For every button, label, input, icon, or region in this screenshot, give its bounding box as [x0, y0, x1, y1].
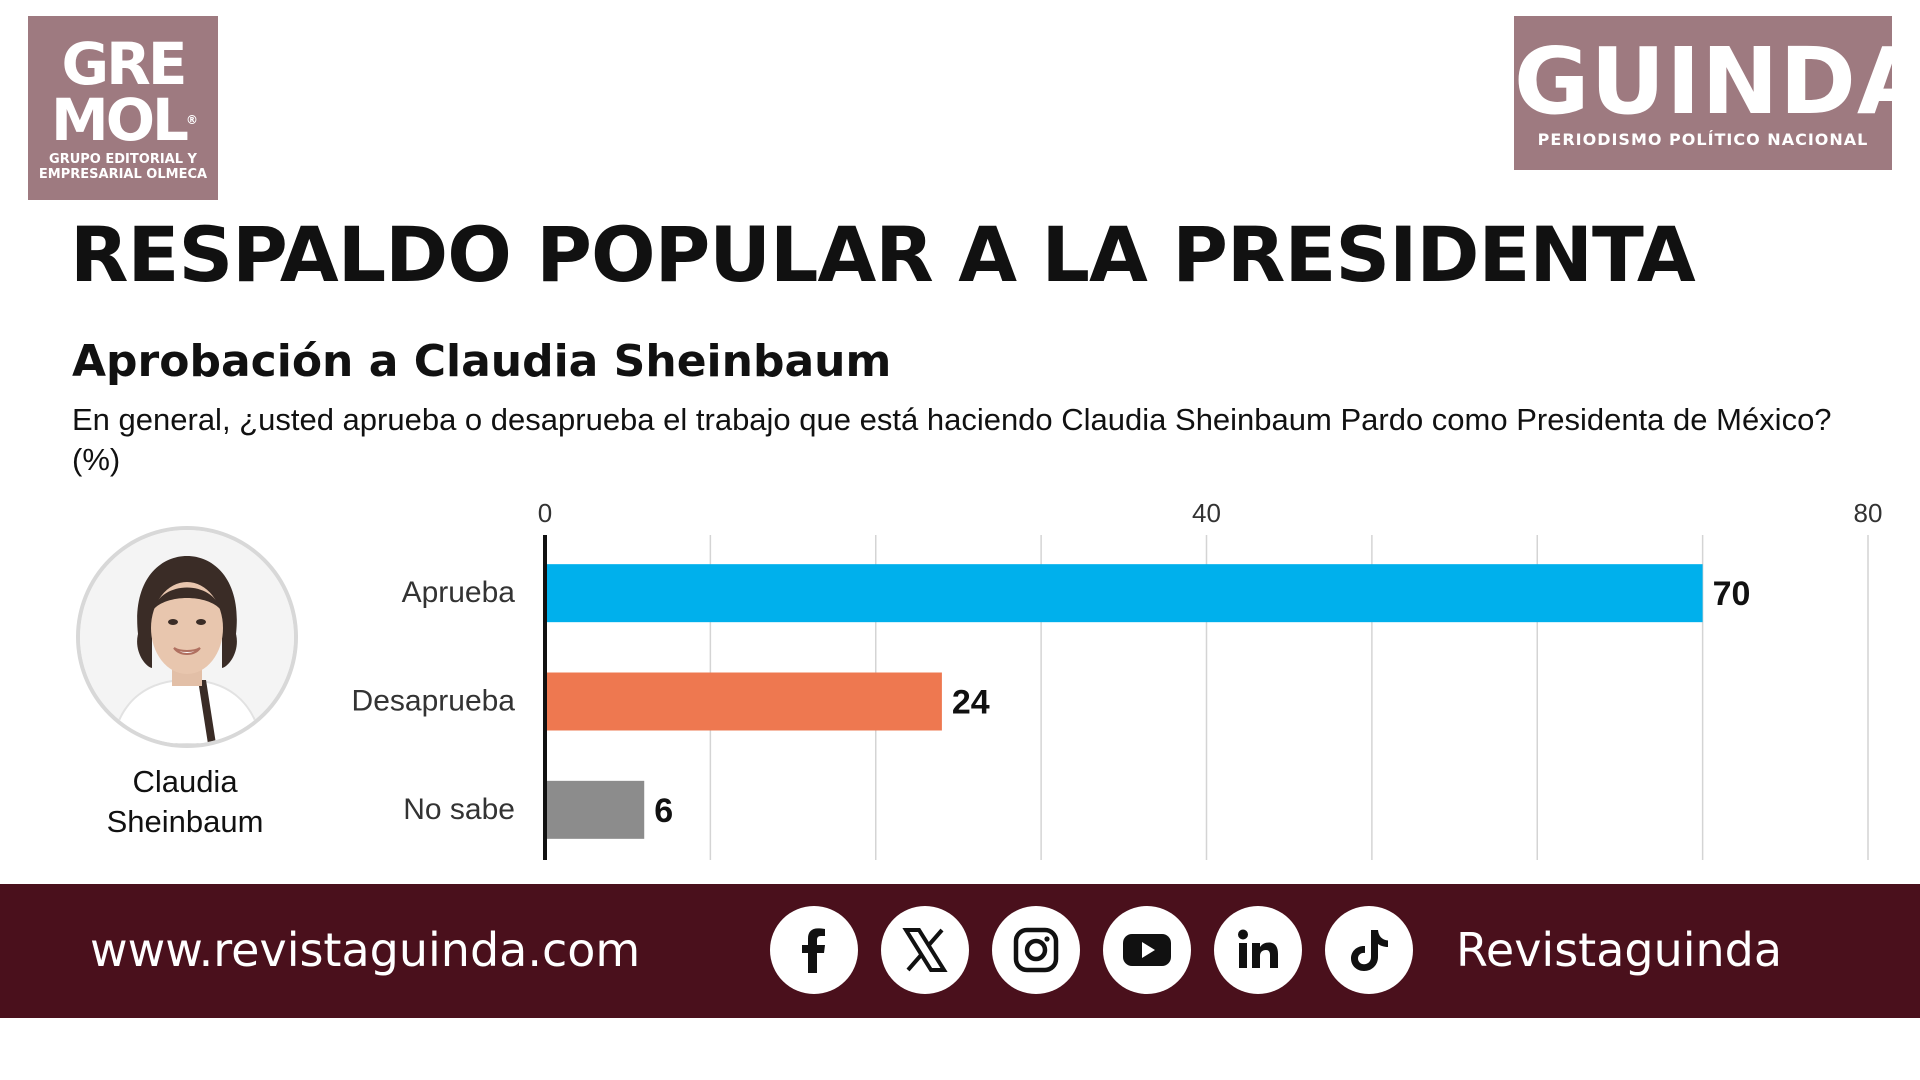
guinda-logo: GUINDA PERIODISMO POLÍTICO NACIONAL — [1514, 16, 1920, 170]
footer-bar: www.revistaguinda.com — [0, 884, 1920, 1018]
data-label: 70 — [1713, 575, 1751, 613]
person-name: Claudia Sheinbaum — [106, 764, 264, 839]
facebook-button[interactable] — [770, 906, 858, 994]
website-link[interactable]: www.revistaguinda.com — [90, 923, 641, 977]
portrait-icon — [80, 530, 294, 744]
gremol-logo: GRE MOL® GRUPO EDITORIAL Y EMPRESARIAL O… — [28, 16, 218, 200]
tiktok-icon — [1351, 930, 1388, 971]
gremol-logo-tagline: GRUPO EDITORIAL Y EMPRESARIAL OLMECA — [38, 152, 208, 182]
social-handle[interactable]: Revistaguinda — [1456, 923, 1783, 977]
bar — [545, 564, 1703, 623]
tick-label: 0 — [538, 498, 552, 528]
instagram-button[interactable] — [992, 906, 1080, 994]
youtube-icon — [1123, 934, 1171, 966]
survey-question: En general, ¿usted aprueba o desaprueba … — [72, 402, 1832, 477]
chart-subtitle: Aprobación a Claudia Sheinbaum — [72, 336, 892, 387]
tiktok-button[interactable] — [1325, 906, 1413, 994]
category-label: Desaprueba — [352, 685, 516, 718]
page-title: RESPALDO POPULAR A LA PRESIDENTA — [70, 210, 1696, 299]
category-label: Aprueba — [402, 576, 516, 609]
youtube-button[interactable] — [1103, 906, 1191, 994]
linkedin-icon — [1238, 929, 1278, 968]
bar — [545, 672, 942, 731]
data-label: 24 — [952, 684, 990, 722]
linkedin-button[interactable] — [1214, 906, 1302, 994]
instagram-icon — [1013, 927, 1059, 973]
x-icon — [902, 928, 948, 972]
gremol-logo-wordmark: GRE MOL® — [51, 30, 198, 154]
approval-bar-chart: 0 40 80 Aprueba 70 Desaprueba 24 No sabe 6 — [352, 498, 1883, 860]
facebook-icon — [802, 928, 825, 973]
guinda-logo-tagline: PERIODISMO POLÍTICO NACIONAL — [1537, 130, 1869, 149]
x-button[interactable] — [881, 906, 969, 994]
category-label: No sabe — [403, 793, 515, 826]
tick-label: 80 — [1854, 498, 1883, 528]
bar — [545, 780, 645, 839]
tick-label: 40 — [1192, 498, 1221, 528]
data-label: 6 — [654, 792, 673, 830]
avatar — [76, 526, 298, 748]
guinda-logo-wordmark: GUINDA — [1514, 28, 1920, 135]
